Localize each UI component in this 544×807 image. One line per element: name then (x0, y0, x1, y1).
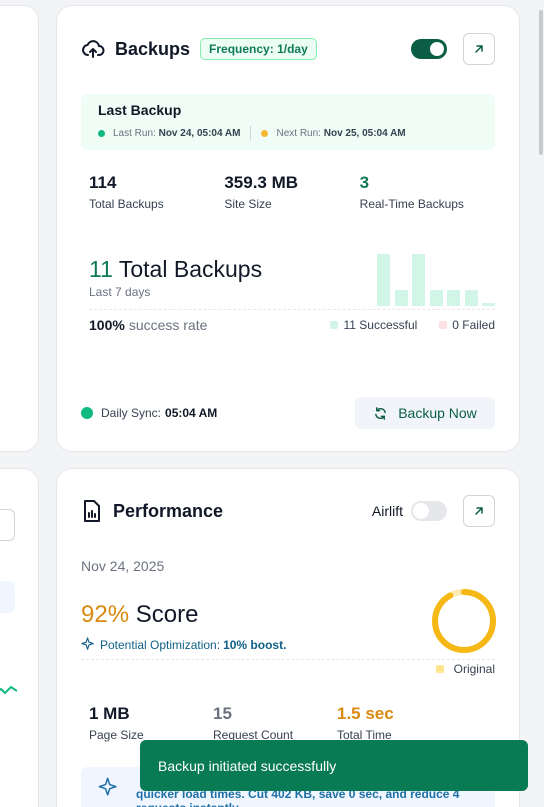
airlift-label: Airlift (371, 503, 403, 519)
backups-open-button[interactable] (463, 33, 495, 65)
performance-stats: 1 MB Page Size 15 Request Count 1.5 sec … (89, 704, 495, 742)
score-ring (432, 589, 496, 653)
backup-now-button[interactable]: Backup Now (355, 397, 495, 429)
left-external-button[interactable] (0, 509, 15, 541)
last-run-label: Last Run: (113, 127, 156, 139)
success-rate-label: success rate (128, 317, 208, 333)
airlift-toggle[interactable] (411, 501, 447, 521)
backups-card: Backups Frequency: 1/day Last Backup Las… (56, 5, 520, 452)
performance-date: Nov 24, 2025 (81, 558, 165, 574)
stat-realtime-backups: 3 Real-Time Backups (359, 173, 464, 211)
total-count: 11 (89, 256, 113, 282)
backup-bar (429, 290, 443, 306)
left-info-box (0, 581, 15, 613)
daily-sync-time: 05:04 AM (165, 406, 218, 420)
daily-sync-label: Daily Sync: (101, 406, 162, 420)
refresh-icon (375, 406, 387, 420)
sparkline-icon (0, 685, 17, 695)
successful-legend: 11 Successful (330, 318, 417, 332)
performance-title: Performance (113, 500, 224, 521)
total-backups-summary: 11 Total Backups Last 7 days (89, 256, 262, 299)
arrow-up-right-icon (475, 507, 483, 515)
toast-message: Backup initiated successfully (158, 757, 337, 774)
last-run-value: Nov 24, 05:04 AM (158, 127, 241, 139)
arrow-up-right-icon (475, 45, 483, 53)
stat-request-count: 15 Request Count (213, 704, 294, 742)
next-run-value: Nov 25, 05:04 AM (323, 127, 406, 139)
performance-open-button[interactable] (463, 495, 495, 527)
backup-bar (464, 290, 478, 306)
cloud-upload-icon (82, 40, 105, 58)
backup-bar (482, 303, 495, 306)
page-scrollbar[interactable] (538, 0, 544, 807)
backup-bar (394, 290, 408, 306)
sparkle-icon (98, 777, 117, 796)
sparkle-icon (81, 637, 94, 650)
success-rate-value: 100% (89, 317, 125, 333)
stat-page-size: 1 MB Page Size (89, 704, 144, 742)
stat-total-time: 1.5 sec Total Time (337, 704, 394, 742)
frequency-badge: Frequency: 1/day (200, 38, 317, 60)
last-backup-panel: Last Backup Last Run: Nov 24, 05:04 AM N… (81, 94, 495, 150)
failed-legend: 0 Failed (439, 318, 495, 332)
toast-notification: Backup initiated successfully (140, 740, 528, 791)
backups-title: Backups (115, 38, 191, 59)
left-card-partial-2 (0, 468, 39, 807)
sync-status-dot (81, 407, 93, 419)
next-run-label: Next Run: (276, 127, 321, 139)
backup-bar (377, 254, 390, 306)
performance-score: 92% Score (81, 601, 199, 628)
backups-bar-chart (377, 254, 495, 306)
next-run-dot (261, 129, 269, 137)
backup-bar (412, 254, 425, 306)
last-backup-title: Last Backup (98, 102, 182, 118)
backup-bar (447, 290, 460, 306)
potential-optimization: Potential Optimization: 10% boost. (81, 637, 286, 652)
period-label: Last 7 days (89, 285, 151, 299)
report-document-icon (84, 500, 100, 522)
last-run-dot (98, 129, 105, 137)
stat-site-size: 359.3 MB Site Size (224, 173, 299, 211)
left-card-partial (0, 5, 39, 452)
stat-total-backups: 114 Total Backups (89, 173, 164, 211)
original-legend: Original (435, 662, 495, 676)
backup-stats: 114 Total Backups 359.3 MB Site Size 3 R… (89, 173, 495, 211)
backups-toggle[interactable] (411, 39, 447, 59)
total-label: Total Backups (118, 256, 263, 282)
